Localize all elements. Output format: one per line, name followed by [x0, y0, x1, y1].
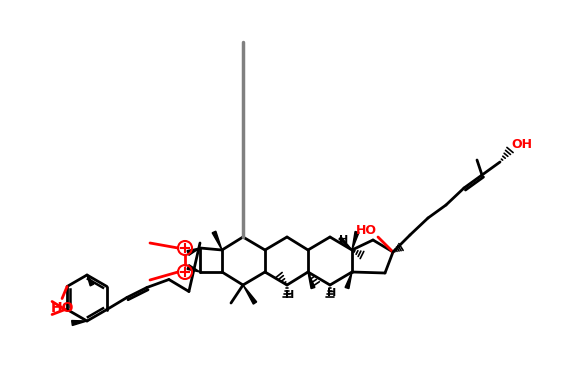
Polygon shape [71, 320, 87, 326]
Polygon shape [308, 272, 315, 288]
Polygon shape [187, 265, 200, 272]
Text: H: H [327, 288, 336, 298]
Polygon shape [352, 231, 359, 250]
Polygon shape [87, 275, 94, 286]
Polygon shape [187, 248, 200, 255]
Text: HO: HO [355, 223, 377, 236]
Text: HO: HO [50, 301, 74, 315]
Text: H: H [339, 235, 348, 245]
Text: H: H [285, 290, 295, 300]
Polygon shape [345, 272, 352, 288]
Polygon shape [243, 285, 257, 304]
Polygon shape [339, 237, 352, 250]
Polygon shape [212, 231, 222, 250]
Text: OH: OH [511, 138, 532, 150]
